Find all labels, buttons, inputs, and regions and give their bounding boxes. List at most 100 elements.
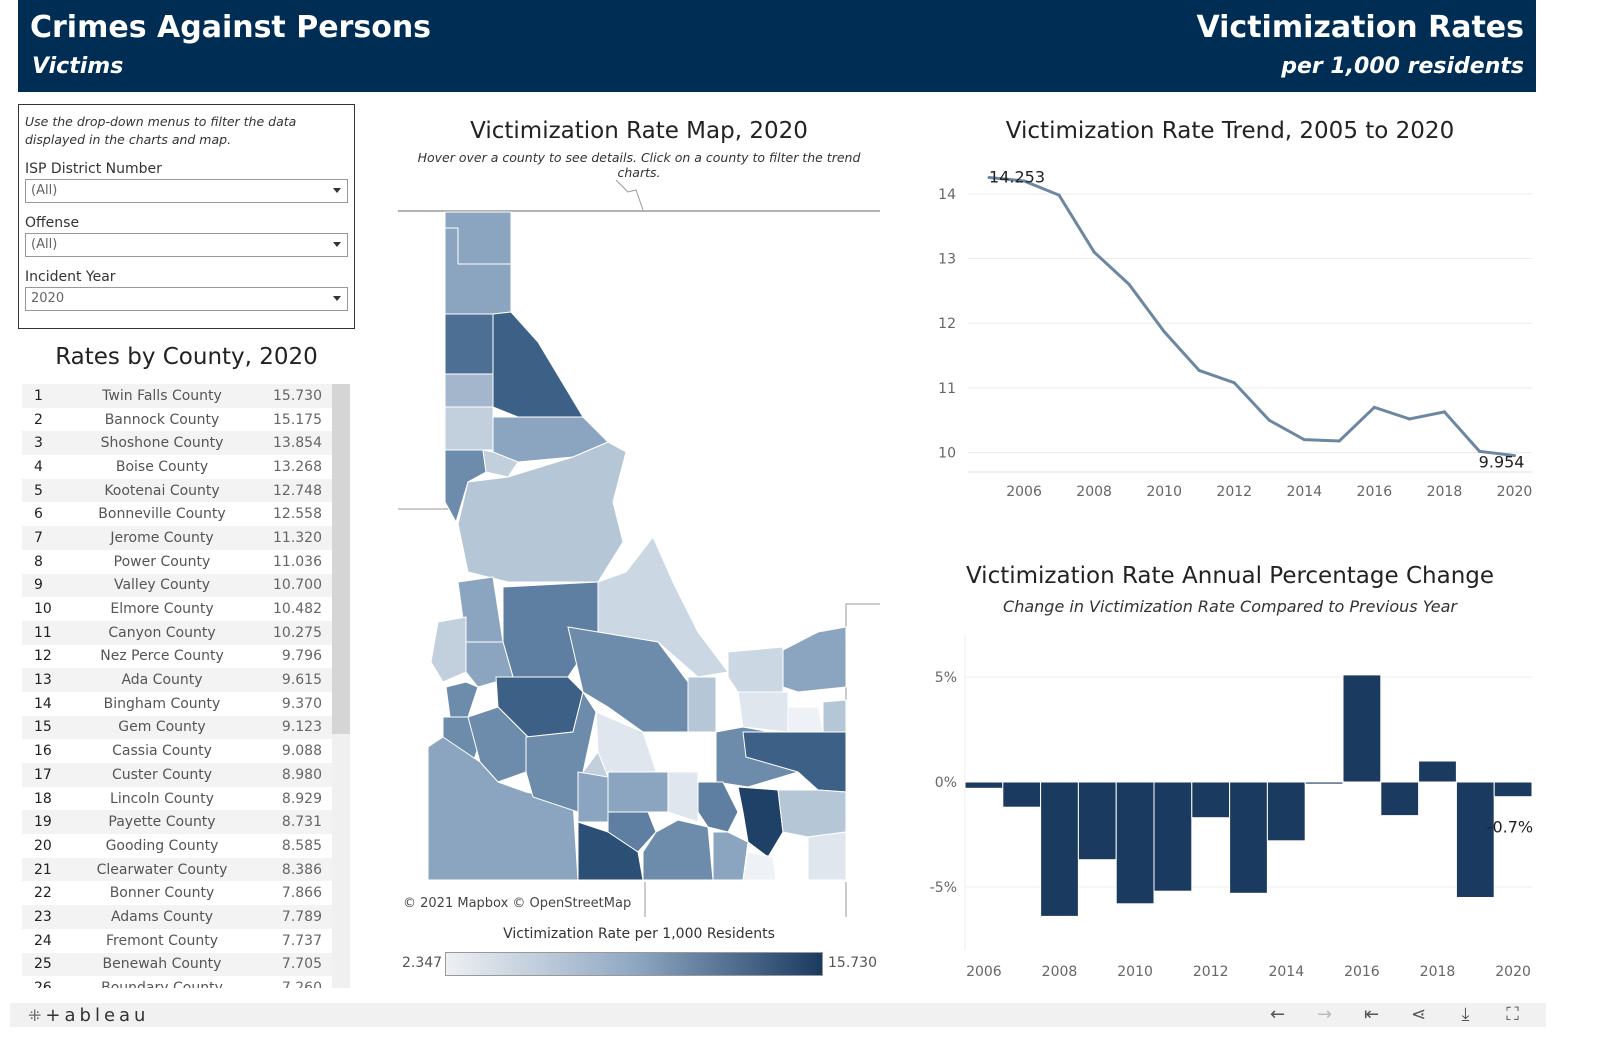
- table-row[interactable]: 7 Jerome County 11.320: [22, 526, 332, 550]
- table-row[interactable]: 15 Gem County 9.123: [22, 715, 332, 740]
- tableau-logo[interactable]: ⁜ +ableau: [28, 1005, 150, 1026]
- y-tick-label: 5%: [935, 670, 957, 686]
- table-row[interactable]: 24 Fremont County 7.737: [22, 929, 332, 953]
- rank-number: 7: [34, 529, 43, 546]
- rank-number: 1: [34, 387, 43, 404]
- x-tick-label: 2008: [1042, 964, 1078, 980]
- ranking-scrollbar[interactable]: [332, 384, 350, 988]
- county-name: Shoshone County: [100, 435, 224, 452]
- rank-number: 11: [34, 624, 52, 641]
- table-row[interactable]: 22 Bonner County 7.866: [22, 881, 332, 905]
- rank-number: 10: [34, 601, 52, 618]
- table-row[interactable]: 12 Nez Perce County 9.796: [22, 645, 332, 669]
- table-row[interactable]: 14 Bingham County 9.370: [22, 692, 332, 716]
- table-row[interactable]: 18 Lincoln County 8.929: [22, 787, 332, 811]
- county-gem[interactable]: [465, 641, 514, 688]
- county-oneida[interactable]: [712, 831, 749, 881]
- table-row[interactable]: 25 Benewah County 7.705: [22, 952, 332, 977]
- table-row[interactable]: 5 Kootenai County 12.748: [22, 478, 332, 503]
- year-filter-label: Incident Year: [25, 269, 116, 285]
- county-minidoka[interactable]: [667, 771, 699, 823]
- pct-bar: [1229, 781, 1268, 894]
- county-benewah[interactable]: [444, 373, 494, 408]
- county-shoshone[interactable]: [492, 311, 584, 418]
- county-gooding[interactable]: [577, 771, 609, 823]
- county-rate: 11.320: [273, 529, 322, 546]
- undo-arrow-icon[interactable]: ←: [1269, 1004, 1286, 1025]
- county-jefferson[interactable]: [737, 691, 789, 733]
- trend-data-point: [1232, 381, 1236, 385]
- rank-number: 5: [34, 482, 43, 499]
- county-name: Boise County: [115, 458, 209, 475]
- table-row[interactable]: 19 Payette County 8.731: [22, 810, 332, 835]
- county-rate: 8.386: [281, 861, 322, 878]
- county-washington[interactable]: [430, 616, 467, 683]
- county-bear-lake[interactable]: [807, 831, 847, 881]
- table-row[interactable]: 9 Valley County 10.700: [22, 573, 332, 598]
- x-tick-label: 2014: [1286, 484, 1322, 500]
- table-row[interactable]: 20 Gooding County 8.585: [22, 834, 332, 858]
- table-row[interactable]: 21 Clearwater County 8.386: [22, 857, 332, 882]
- county-latah[interactable]: [444, 406, 494, 451]
- table-row[interactable]: 13 Ada County 9.615: [22, 668, 332, 692]
- table-row[interactable]: 1 Twin Falls County 15.730: [22, 384, 332, 408]
- county-clark[interactable]: [727, 646, 784, 693]
- x-tick-label: 2012: [1193, 964, 1229, 980]
- y-tick-label: 11: [938, 381, 956, 397]
- trend-line-chart[interactable]: 10 11 12 13 14 2006 2008 2010 2012 2014 2016 2018 20…: [920, 160, 1540, 510]
- rank-number: 12: [34, 648, 52, 665]
- share-icon[interactable]: ⋖: [1410, 1004, 1427, 1025]
- county-twin-falls[interactable]: [577, 821, 644, 881]
- redo-arrow-icon[interactable]: →: [1316, 1004, 1333, 1025]
- legend-color-bar: [445, 952, 823, 976]
- table-row[interactable]: 4 Boise County 13.268: [22, 455, 332, 479]
- table-row[interactable]: 10 Elmore County 10.482: [22, 597, 332, 621]
- county-name: Gooding County: [105, 837, 219, 854]
- table-row[interactable]: 17 Custer County 8.980: [22, 763, 332, 787]
- county-rate: 9.123: [281, 719, 322, 736]
- revert-icon[interactable]: ⇤: [1363, 1004, 1380, 1025]
- county-madison[interactable]: [787, 706, 824, 733]
- county-lewis[interactable]: [482, 449, 519, 478]
- rank-number: 2: [34, 411, 43, 428]
- district-dropdown[interactable]: (All): [25, 179, 348, 203]
- trend-data-point: [987, 176, 991, 180]
- county-franklin[interactable]: [742, 851, 777, 881]
- idaho-county-map[interactable]: [398, 172, 880, 917]
- table-row[interactable]: 8 Power County 11.036: [22, 550, 332, 574]
- county-shapes[interactable]: [427, 211, 847, 881]
- county-fremont[interactable]: [782, 626, 847, 693]
- county-caribou[interactable]: [777, 789, 847, 838]
- table-row[interactable]: 6 Bonneville County 12.558: [22, 502, 332, 526]
- trend-data-point: [1127, 282, 1131, 286]
- ranking-scrollbar-thumb[interactable]: [332, 384, 350, 734]
- county-lincoln[interactable]: [607, 771, 669, 813]
- download-icon[interactable]: ⤓: [1461, 1004, 1470, 1025]
- table-row[interactable]: 11 Canyon County 10.275: [22, 620, 332, 645]
- pct-bar: [1040, 781, 1079, 917]
- county-butte[interactable]: [687, 676, 717, 733]
- county-power[interactable]: [697, 781, 739, 833]
- county-jerome[interactable]: [607, 811, 657, 853]
- county-rate: 8.929: [281, 790, 322, 807]
- county-payette[interactable]: [445, 681, 479, 718]
- fullscreen-icon[interactable]: ⛶: [1506, 1004, 1519, 1025]
- district-filter-label: ISP District Number: [25, 161, 162, 177]
- county-rate: 8.731: [281, 814, 322, 831]
- x-tick-label: 2006: [1006, 484, 1042, 500]
- table-row[interactable]: 3 Shoshone County 13.854: [22, 431, 332, 456]
- county-idaho[interactable]: [457, 441, 627, 583]
- table-row[interactable]: 2 Bannock County 15.175: [22, 408, 332, 432]
- year-dropdown[interactable]: 2020: [25, 287, 348, 311]
- county-name: Bonner County: [109, 885, 215, 902]
- table-row[interactable]: 16 Cassia County 9.088: [22, 739, 332, 763]
- pct-change-bar-chart[interactable]: 5% 0% -5% 2006 2008 2010 2012 2014 2016 2018 2020 -…: [920, 625, 1540, 990]
- x-tick-label: 2018: [1427, 484, 1463, 500]
- x-tick-label: 2020: [1497, 484, 1533, 500]
- rank-number: 13: [34, 672, 52, 689]
- county-kootenai[interactable]: [444, 313, 494, 375]
- offense-dropdown[interactable]: (All): [25, 233, 348, 257]
- table-row[interactable]: 23 Adams County 7.789: [22, 905, 332, 929]
- county-teton[interactable]: [822, 699, 847, 733]
